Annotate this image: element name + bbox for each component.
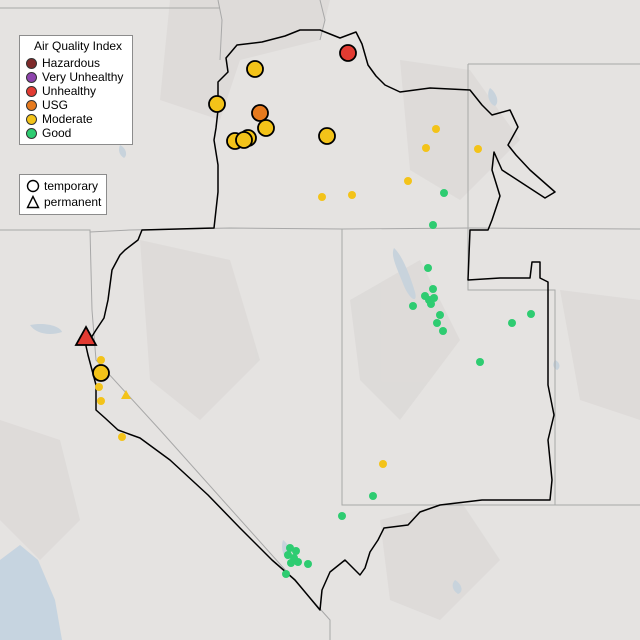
- swatch-icon: [26, 57, 37, 69]
- aqi-marker-good[interactable]: [527, 310, 535, 318]
- aqi-marker-good[interactable]: [304, 560, 312, 568]
- aqi-marker-good[interactable]: [476, 358, 484, 366]
- aqi-marker-good[interactable]: [287, 559, 295, 567]
- swatch-icon: [26, 71, 37, 83]
- legend-item-very-unhealthy: Very Unhealthy: [26, 70, 126, 84]
- aqi-marker-moderate[interactable]: [208, 95, 226, 113]
- aqi-marker-moderate-small[interactable]: [474, 145, 482, 153]
- aqi-marker-good[interactable]: [369, 492, 377, 500]
- legend-title: Air Quality Index: [34, 39, 123, 53]
- legend-item-usg: USG: [26, 98, 126, 112]
- aqi-marker-good[interactable]: [429, 221, 437, 229]
- terrain-shading: [0, 0, 640, 620]
- aqi-marker-moderate-small[interactable]: [422, 144, 430, 152]
- aqi-marker-moderate-small[interactable]: [118, 433, 126, 441]
- aqi-marker-good[interactable]: [427, 300, 435, 308]
- aqi-marker-moderate[interactable]: [235, 131, 253, 149]
- triangle-icon: [26, 195, 40, 209]
- aqi-marker-good[interactable]: [429, 285, 437, 293]
- legend-item-good: Good: [26, 126, 126, 140]
- legend-label: Very Unhealthy: [42, 70, 124, 84]
- monitor-type-legend: temporary permanent: [19, 174, 107, 215]
- aqi-marker-moderate[interactable]: [257, 119, 275, 137]
- aqi-marker-good[interactable]: [282, 570, 290, 578]
- aqi-marker-good[interactable]: [436, 311, 444, 319]
- aqi-marker-moderate-small[interactable]: [348, 191, 356, 199]
- aqi-marker-moderate-small[interactable]: [318, 193, 326, 201]
- aqi-marker-good[interactable]: [338, 512, 346, 520]
- legend-label: USG: [42, 98, 69, 112]
- aqi-marker-good[interactable]: [294, 558, 302, 566]
- aqi-marker-moderate[interactable]: [92, 364, 110, 382]
- legend-label: temporary: [44, 179, 99, 193]
- swatch-icon: [26, 127, 37, 139]
- aqi-marker-moderate-small[interactable]: [95, 383, 103, 391]
- swatch-icon: [26, 85, 37, 97]
- aqi-marker-moderate-small[interactable]: [432, 125, 440, 133]
- region-outline: [85, 29, 556, 611]
- aqi-marker-good[interactable]: [284, 551, 292, 559]
- legend-item-hazardous: Hazardous: [26, 56, 126, 70]
- aqi-marker-good[interactable]: [430, 294, 438, 302]
- aqi-marker-good[interactable]: [409, 302, 417, 310]
- aqi-marker-moderate-small[interactable]: [404, 177, 412, 185]
- legend-label: Good: [42, 126, 72, 140]
- swatch-icon: [26, 113, 37, 125]
- aqi-marker-good[interactable]: [439, 327, 447, 335]
- aqi-marker-good[interactable]: [292, 547, 300, 555]
- legend-item-moderate: Moderate: [26, 112, 126, 126]
- aqi-marker-moderate[interactable]: [318, 127, 336, 145]
- aqi-marker-moderate-small[interactable]: [379, 460, 387, 468]
- aqi-marker-good[interactable]: [508, 319, 516, 327]
- aqi-marker-good[interactable]: [424, 264, 432, 272]
- ocean: [0, 545, 62, 640]
- legend-label: Hazardous: [42, 56, 101, 70]
- aqi-markers: [74, 44, 535, 578]
- legend-label: permanent: [44, 195, 102, 209]
- legend-item-temporary: temporary: [26, 178, 100, 194]
- circle-icon: [26, 179, 40, 193]
- aqi-marker-unhealthy-permanent[interactable]: [74, 325, 98, 346]
- aqi-marker-moderate-small-permanent[interactable]: [121, 390, 131, 399]
- aqi-marker-good[interactable]: [440, 189, 448, 197]
- aqi-marker-usg[interactable]: [251, 104, 269, 122]
- aqi-marker-moderate-small[interactable]: [97, 356, 105, 364]
- aqi-marker-good[interactable]: [286, 544, 294, 552]
- aqi-marker-moderate-small[interactable]: [97, 397, 105, 405]
- aqi-marker-good[interactable]: [433, 319, 441, 327]
- legend-item-permanent: permanent: [26, 194, 102, 210]
- aqi-marker-unhealthy[interactable]: [339, 44, 357, 62]
- legend-label: Unhealthy: [42, 84, 97, 98]
- legend-item-unhealthy: Unhealthy: [26, 84, 126, 98]
- legend-label: Moderate: [42, 112, 93, 126]
- swatch-icon: [26, 99, 37, 111]
- aqi-marker-moderate[interactable]: [246, 60, 264, 78]
- aqi-legend: Air Quality Index Hazardous Very Unhealt…: [19, 35, 133, 145]
